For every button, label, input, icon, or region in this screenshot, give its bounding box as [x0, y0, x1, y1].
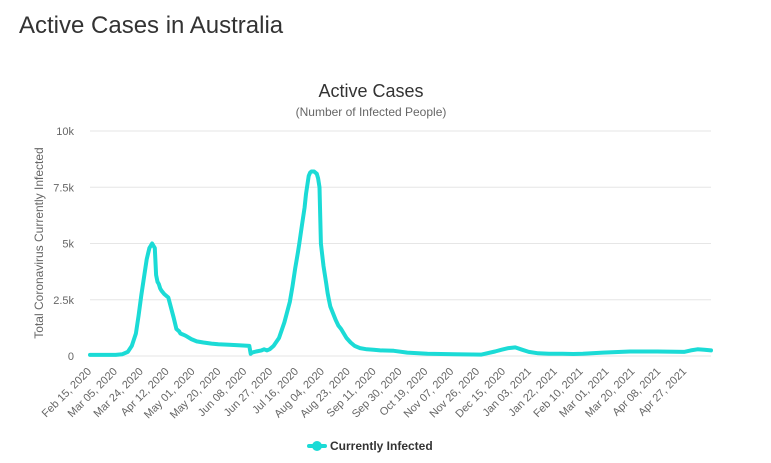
chart-subtitle: (Number of Infected People) [296, 105, 447, 119]
y-tick-label: 7.5k [53, 182, 74, 194]
legend[interactable]: Currently Infected [307, 439, 433, 453]
grid [90, 130, 711, 357]
series-line-currently-infected[interactable] [88, 169, 713, 357]
page-title: Active Cases in Australia [19, 12, 284, 39]
series-layer [88, 169, 713, 357]
y-axis-title: Total Coronavirus Currently Infected [32, 147, 46, 338]
y-tick-label: 0 [68, 351, 74, 363]
y-axis: 0 2.5k 5k 7.5k 10k [53, 126, 74, 363]
y-tick-label: 2.5k [53, 295, 74, 307]
legend-series-marker [312, 441, 322, 451]
chart-title: Active Cases [318, 81, 423, 101]
y-tick-label: 10k [56, 126, 74, 138]
legend-series-label[interactable]: Currently Infected [330, 439, 433, 453]
y-tick-label: 5k [62, 239, 74, 251]
